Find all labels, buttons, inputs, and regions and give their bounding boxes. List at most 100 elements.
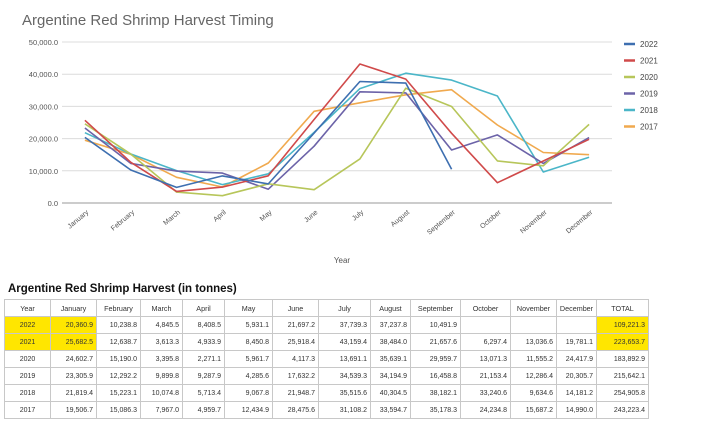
row-total: 254,905.8: [596, 384, 649, 402]
legend-label-2022: 2022: [640, 40, 658, 49]
x-tick-label: November: [519, 209, 549, 236]
table-cell: 13,071.3: [460, 350, 511, 368]
column-header-may: May: [224, 299, 273, 317]
table-header-row: Year January February March April May June July…: [4, 299, 649, 317]
table-cell: 40,304.5: [370, 384, 411, 402]
legend-label-2021: 2021: [640, 57, 658, 66]
table-cell: 15,086.3: [96, 401, 141, 419]
y-tick-label: 0.0: [48, 199, 58, 208]
table-cell: 24,234.8: [460, 401, 511, 419]
x-tick-label: July: [351, 209, 365, 223]
table-cell: [460, 316, 511, 334]
x-tick-label: February: [110, 209, 136, 233]
table-row: 2022 20,360.9 10,238.8 4,845.5 8,408.5 5,931.…: [4, 316, 649, 334]
table-cell: 4,959.7: [182, 401, 225, 419]
table-cell: 14,990.0: [556, 401, 597, 419]
row-year: 2018: [4, 384, 51, 402]
y-tick-label: 20,000.0: [29, 135, 58, 144]
y-tick-label: 10,000.0: [29, 167, 58, 176]
table-cell: 3,613.3: [140, 333, 183, 351]
table-cell: 37,237.8: [370, 316, 411, 334]
table-title: Argentine Red Shrimp Harvest (in tonnes): [8, 283, 237, 295]
table-cell: 7,967.0: [140, 401, 183, 419]
column-header-december: December: [556, 299, 597, 317]
table-cell: 21,657.6: [410, 333, 461, 351]
table-cell: 2,271.1: [182, 350, 225, 368]
x-tick-label: June: [303, 209, 319, 224]
table-cell: 43,159.4: [318, 333, 371, 351]
series-line-2022: [84, 80, 453, 189]
table-cell: 29,959.7: [410, 350, 461, 368]
table-cell: 19,506.7: [50, 401, 97, 419]
table-cell: 33,240.6: [460, 384, 511, 402]
table-cell: 9,634.6: [510, 384, 557, 402]
row-year: 2019: [4, 367, 51, 385]
x-tick-label: December: [565, 209, 595, 236]
legend-label-2017: 2017: [640, 123, 658, 132]
table-cell: 9,287.9: [182, 367, 225, 385]
legend-label-2019: 2019: [640, 90, 658, 99]
column-header-april: April: [182, 299, 225, 317]
y-tick-label: 40,000.0: [29, 70, 58, 79]
table-cell: 4,117.3: [272, 350, 319, 368]
column-header-june: June: [272, 299, 319, 317]
table-cell: 35,639.1: [370, 350, 411, 368]
table-cell: 25,682.5: [50, 333, 97, 351]
table-cell: 12,638.7: [96, 333, 141, 351]
x-tick-label: January: [67, 209, 91, 231]
series-line-2021: [84, 63, 590, 193]
table-row: 2021 25,682.5 12,638.7 3,613.3 4,933.9 8,450.…: [4, 333, 649, 351]
x-tick-label: May: [259, 209, 274, 223]
table-cell: 12,286.4: [510, 367, 557, 385]
y-tick-label: 50,000.0: [29, 38, 58, 47]
table-cell: 33,594.7: [370, 401, 411, 419]
table-cell: 15,190.0: [96, 350, 141, 368]
row-year: 2021: [4, 333, 51, 351]
table-cell: 24,602.7: [50, 350, 97, 368]
table-cell: 13,691.1: [318, 350, 371, 368]
table-cell: 5,961.7: [224, 350, 273, 368]
table-cell: 24,417.9: [556, 350, 597, 368]
table-cell: 11,555.2: [510, 350, 557, 368]
table-cell: 6,297.4: [460, 333, 511, 351]
line-chart: Argentine Red Shrimp Harvest Timing 0.0 10…: [22, 12, 658, 265]
row-total: 243,223.4: [596, 401, 649, 419]
table-cell: 8,450.8: [224, 333, 273, 351]
harvest-table: Year January February March April May June July…: [4, 299, 649, 419]
table-cell: [510, 316, 557, 334]
table-cell: 10,238.8: [96, 316, 141, 334]
table-cell: 4,285.6: [224, 367, 273, 385]
column-header-march: March: [140, 299, 183, 317]
table-cell: 35,515.6: [318, 384, 371, 402]
table-cell: 20,360.9: [50, 316, 97, 334]
row-year: 2022: [4, 316, 51, 334]
table-cell: 21,948.7: [272, 384, 319, 402]
column-header-september: September: [410, 299, 461, 317]
table-cell: 9,899.8: [140, 367, 183, 385]
table-cell: 21,819.4: [50, 384, 97, 402]
table-cell: 28,475.6: [272, 401, 319, 419]
table-cell: 25,918.4: [272, 333, 319, 351]
x-tick-label: September: [426, 209, 457, 237]
table-cell: 21,153.4: [460, 367, 511, 385]
table-cell: 31,108.2: [318, 401, 371, 419]
table-cell: 20,305.7: [556, 367, 597, 385]
table-cell: 4,845.5: [140, 316, 183, 334]
table-row: 2019 23,305.9 12,292.2 9,899.8 9,287.9 4,285.…: [4, 367, 649, 385]
row-total: 109,221.3: [596, 316, 649, 334]
series-line-2019: [84, 91, 590, 190]
table-cell: 4,933.9: [182, 333, 225, 351]
column-header-total: TOTAL: [596, 299, 649, 317]
legend-label-2020: 2020: [640, 73, 658, 82]
table-cell: 34,194.9: [370, 367, 411, 385]
table-cell: 10,074.8: [140, 384, 183, 402]
column-header-july: July: [318, 299, 371, 317]
column-header-october: October: [460, 299, 511, 317]
table-cell: 12,434.9: [224, 401, 273, 419]
table-cell: 15,223.1: [96, 384, 141, 402]
chart-svg: Argentine Red Shrimp Harvest Timing 0.0 10…: [22, 12, 658, 265]
table-row: 2018 21,819.4 15,223.1 10,074.8 5,713.4 9,067…: [4, 384, 649, 402]
row-total: 223,653.7: [596, 333, 649, 351]
table-cell: 37,739.3: [318, 316, 371, 334]
table-cell: 15,687.2: [510, 401, 557, 419]
